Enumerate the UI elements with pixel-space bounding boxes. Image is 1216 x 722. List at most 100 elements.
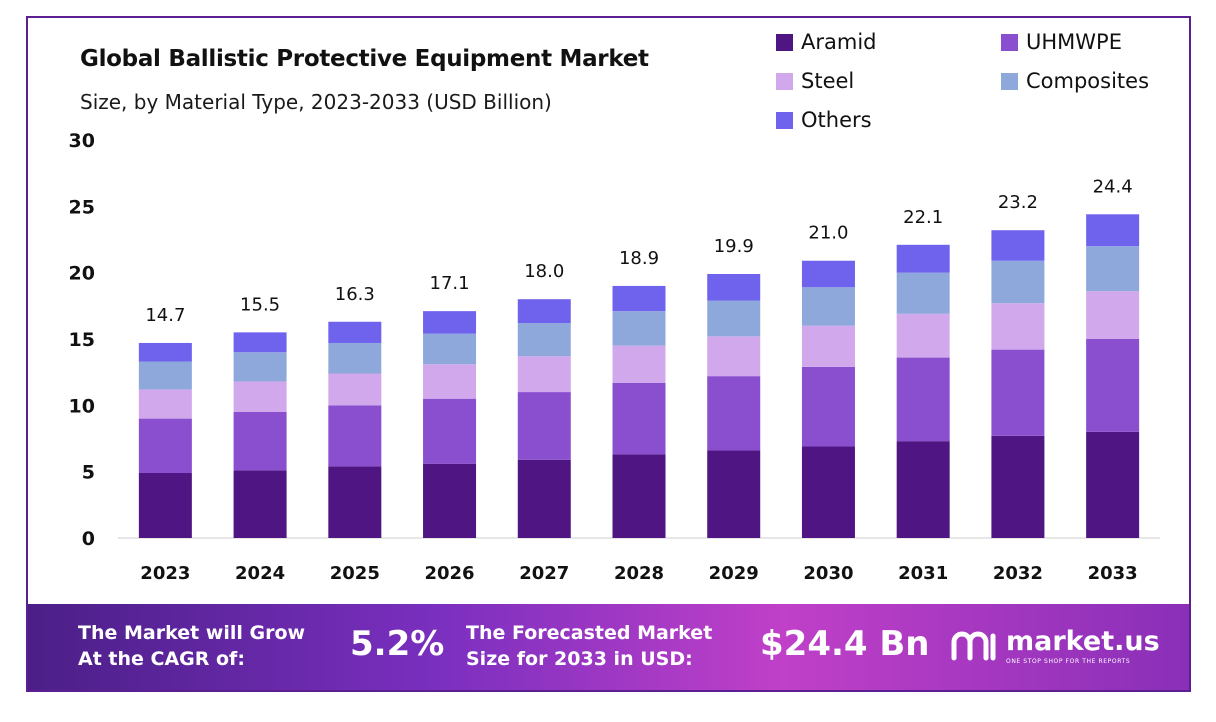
legend-swatch-uhmwpe (1001, 33, 1018, 51)
bar-segment-composites (328, 342, 382, 374)
bar-segment-uhmwpe (801, 366, 855, 447)
bar-segment-others (991, 230, 1045, 261)
bar-segment-steel (612, 345, 666, 383)
bar-segment-steel (801, 325, 855, 367)
bar-segment-others (423, 311, 477, 334)
bar-segment-uhmwpe (423, 398, 477, 464)
y-tick-label: 10 (69, 395, 95, 417)
y-tick-label: 30 (69, 130, 95, 152)
chart-subtitle: Size, by Material Type, 2023-2033 (USD B… (80, 90, 552, 114)
bar-segment-composites (612, 311, 666, 346)
legend-label-steel: Steel (801, 69, 855, 93)
y-tick-label: 15 (69, 329, 95, 351)
bar-segment-uhmwpe (707, 376, 761, 451)
bar-segment-others (801, 260, 855, 288)
bar-segment-steel (233, 381, 287, 412)
bar-segment-steel (991, 303, 1045, 350)
x-tick-label: 2033 (1088, 563, 1138, 584)
bar-total-label: 22.1 (903, 207, 943, 228)
bar-total-label: 14.7 (145, 305, 185, 326)
bar-segment-steel (423, 364, 477, 399)
bar-segment-aramid (328, 466, 382, 538)
bar-segment-uhmwpe (517, 392, 571, 460)
x-tick-label: 2023 (140, 563, 190, 584)
bar-segment-others (517, 299, 571, 324)
legend-item-aramid: Aramid (776, 30, 877, 54)
bar-segment-composites (517, 323, 571, 357)
footer-banner: The Market will Grow At the CAGR of: 5.2… (28, 604, 1189, 690)
cagr-value: 5.2% (350, 624, 445, 664)
legend-item-composites: Composites (1001, 69, 1149, 93)
bar-total-label: 18.0 (524, 261, 564, 282)
legend-swatch-others (776, 111, 793, 129)
bar-total-label: 15.5 (240, 294, 280, 315)
bar-segment-uhmwpe (138, 418, 192, 473)
brand-tagline: ONE STOP SHOP FOR THE REPORTS (1006, 657, 1131, 665)
bar-segment-aramid (707, 450, 761, 538)
y-tick-label: 5 (82, 462, 95, 484)
bar-segment-uhmwpe (991, 349, 1045, 436)
bar-segment-composites (801, 287, 855, 326)
brand-name: market.us (1006, 625, 1160, 657)
chart-title: Global Ballistic Protective Equipment Ma… (80, 46, 649, 72)
bar-segment-others (612, 285, 666, 312)
bar-segment-aramid (801, 446, 855, 538)
bar-segment-uhmwpe (896, 357, 950, 442)
bar-segment-others (896, 244, 950, 273)
forecast-caption-line1: The Forecasted Market (466, 622, 713, 644)
legend-swatch-steel (776, 72, 793, 90)
bar-segment-uhmwpe (1086, 339, 1140, 432)
legend-label-others: Others (801, 108, 872, 132)
forecast-caption: The Forecasted Market Size for 2033 in U… (466, 620, 712, 672)
y-tick-label: 20 (69, 263, 95, 285)
forecast-value: $24.4 Bn (760, 624, 930, 664)
legend-label-aramid: Aramid (801, 30, 877, 54)
legend-item-uhmwpe: UHMWPE (1001, 30, 1122, 54)
bar-segment-composites (896, 272, 950, 314)
bar-segment-steel (1086, 291, 1140, 339)
stacked-bar-chart: 05101520253014.7202315.5202416.3202517.1… (69, 130, 1160, 584)
bar-total-label: 19.9 (714, 236, 754, 257)
bar-segment-steel (517, 356, 571, 393)
bar-segment-steel (328, 373, 382, 406)
legend-label-composites: Composites (1026, 69, 1150, 93)
bar-segment-aramid (991, 435, 1045, 538)
x-tick-label: 2032 (993, 563, 1043, 584)
legend-item-others: Others (776, 108, 872, 132)
bar-total-label: 17.1 (430, 273, 470, 294)
x-tick-label: 2030 (803, 563, 853, 584)
bar-total-label: 23.2 (998, 192, 1038, 213)
bar-segment-aramid (612, 454, 666, 538)
chart-frame: Global Ballistic Protective Equipment Ma… (26, 16, 1191, 692)
cagr-caption-line1: The Market will Grow (78, 622, 306, 644)
legend-label-uhmwpe: UHMWPE (1026, 30, 1122, 54)
bar-segment-aramid (138, 472, 192, 538)
legend-item-steel: Steel (776, 69, 854, 93)
legend-swatch-aramid (776, 33, 793, 51)
bar-segment-steel (896, 313, 950, 358)
bar-segment-composites (991, 260, 1045, 304)
bar-segment-aramid (896, 441, 950, 538)
bar-total-label: 24.4 (1093, 176, 1133, 197)
bar-segment-others (233, 332, 287, 353)
bar-segment-composites (423, 333, 477, 365)
market-us-logo-icon (951, 631, 996, 661)
bar-total-label: 16.3 (335, 284, 375, 305)
bar-segment-uhmwpe (328, 405, 382, 467)
cagr-caption: The Market will Grow At the CAGR of: (78, 620, 305, 672)
forecast-caption-line2: Size for 2033 in USD: (466, 648, 693, 670)
bar-segment-aramid (517, 459, 571, 538)
bar-segment-composites (233, 352, 287, 382)
bar-segment-steel (138, 389, 192, 419)
y-tick-label: 0 (82, 528, 95, 550)
bar-total-label: 21.0 (808, 223, 848, 244)
legend-swatch-composites (1001, 72, 1018, 90)
bar-segment-aramid (1086, 431, 1140, 538)
bar-segment-composites (1086, 246, 1140, 292)
bar-segment-aramid (233, 470, 287, 538)
bar-segment-others (1086, 214, 1140, 247)
bar-segment-composites (707, 300, 761, 337)
x-tick-label: 2025 (330, 563, 380, 584)
x-tick-label: 2029 (709, 563, 759, 584)
bar-segment-others (138, 342, 192, 362)
